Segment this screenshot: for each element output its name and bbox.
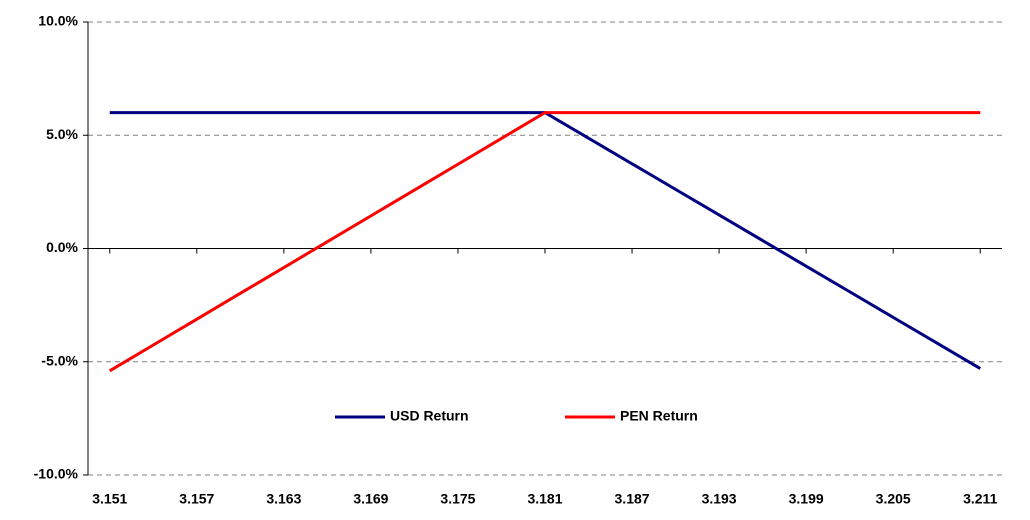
x-tick-label: 3.205 xyxy=(876,491,911,507)
x-tick-label: 3.157 xyxy=(179,491,214,507)
x-tick-label: 3.151 xyxy=(92,491,127,507)
y-tick-label: -5.0% xyxy=(41,352,78,368)
x-tick-label: 3.169 xyxy=(353,491,388,507)
x-tick-label: 3.163 xyxy=(266,491,301,507)
series-line xyxy=(108,111,981,373)
x-tick-label: 3.211 xyxy=(963,491,997,507)
y-tick-label: 5.0% xyxy=(46,126,78,142)
x-tick-label: 3.175 xyxy=(440,491,475,507)
series-line xyxy=(109,111,981,370)
y-tick-label: -10.0% xyxy=(34,466,79,482)
x-tick-label: 3.181 xyxy=(527,491,562,507)
y-tick-label: 0.0% xyxy=(46,239,78,255)
y-tick-label: 10.0% xyxy=(38,13,78,29)
x-tick-label: 3.187 xyxy=(615,491,650,507)
legend-label: PEN Return xyxy=(620,408,698,424)
x-tick-label: 3.199 xyxy=(789,491,824,507)
legend-label: USD Return xyxy=(390,408,469,424)
x-tick-label: 3.193 xyxy=(702,491,737,507)
